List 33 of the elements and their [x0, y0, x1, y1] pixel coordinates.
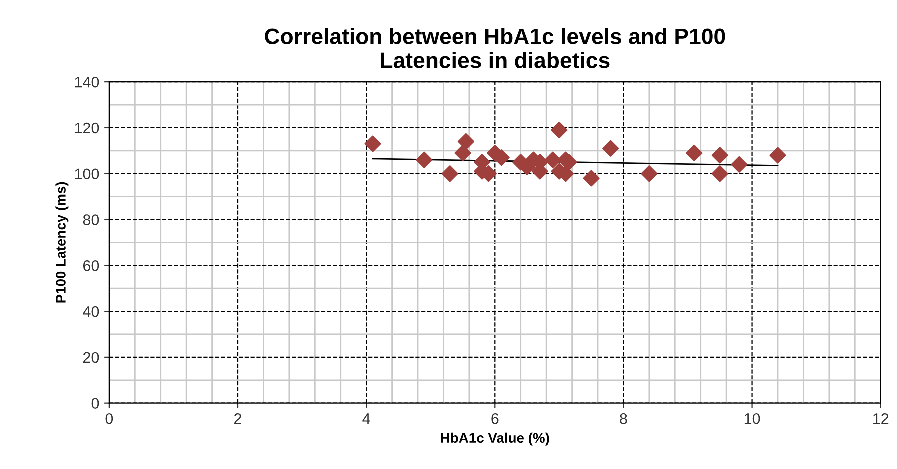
point	[551, 122, 568, 139]
chart-title: Correlation between HbA1c levels and P100 Latencies in diabetics	[265, 28, 726, 68]
point	[544, 152, 562, 168]
point	[712, 166, 728, 182]
point	[458, 133, 475, 150]
x-tick-label: 2	[234, 413, 242, 424]
y-axis-title: P100 Latency (ms)	[56, 182, 69, 303]
point	[602, 140, 620, 157]
point	[641, 166, 658, 182]
point	[731, 156, 748, 173]
point	[712, 147, 728, 164]
point	[454, 144, 472, 162]
y-tick-label: 40	[83, 306, 100, 318]
y-tick-label: 120	[75, 122, 100, 134]
point	[416, 152, 433, 168]
x-tick-label: 8	[620, 413, 628, 424]
y-tick-label: 60	[83, 260, 100, 272]
x-tick-label: 0	[106, 413, 114, 424]
x-axis-title: HbA1c Value (%)	[441, 432, 550, 446]
x-tick-label: 6	[492, 413, 499, 424]
y-tick-label: 20	[83, 352, 100, 364]
point	[442, 166, 458, 182]
y-tick-label: 80	[83, 214, 100, 226]
point	[583, 170, 600, 187]
point	[364, 136, 382, 152]
x-tick-label: 4	[362, 414, 370, 424]
x-tick-label: 12	[874, 413, 889, 424]
x-tick-label: 10	[744, 413, 760, 424]
point	[770, 147, 786, 164]
y-tick-label: 0	[92, 398, 100, 410]
y-tick-label: 140	[75, 76, 100, 88]
point	[686, 144, 703, 162]
y-tick-label: 100	[75, 168, 100, 180]
